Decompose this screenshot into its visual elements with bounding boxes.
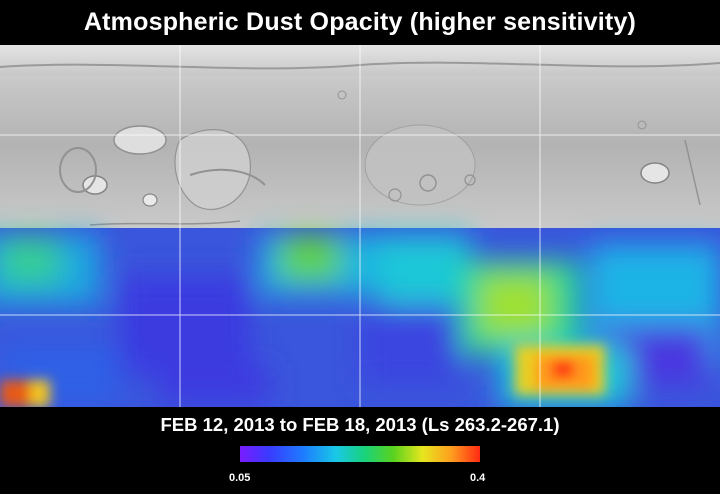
colorbar-gradient [240,446,480,462]
map-grid [0,45,720,407]
colorbar-max-label: 0.4 [470,472,486,484]
terrain-features [59,90,701,226]
colorbar-svg [240,446,480,462]
map-title: Atmospheric Dust Opacity (higher sensiti… [83,7,637,36]
colorbar-min-label: 0.05 [229,472,251,484]
date-range-label: FEB 12, 2013 to FEB 18, 2013 (Ls 263.2-2… [160,414,560,435]
colorbar [240,446,480,462]
mars-map-svg [0,45,720,407]
mars-opacity-map [0,45,720,407]
